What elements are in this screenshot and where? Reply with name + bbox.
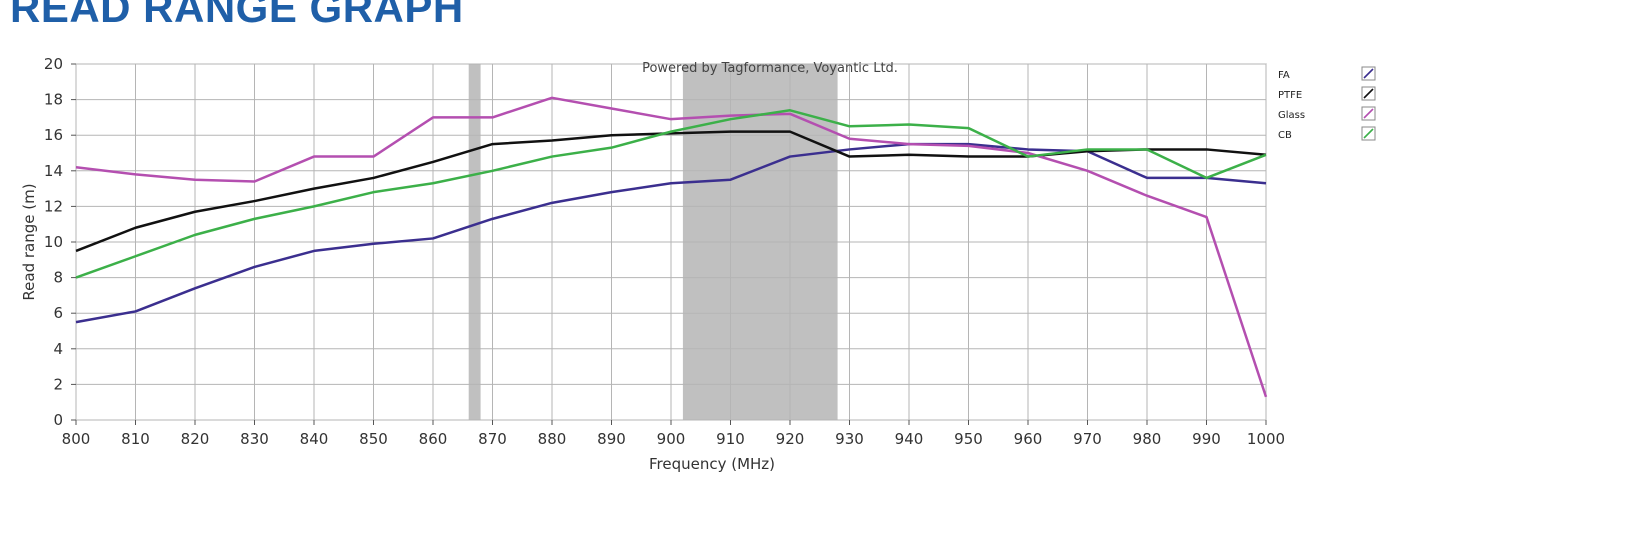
legend-label-fa: FA <box>1278 70 1290 81</box>
y-tick-label: 4 <box>53 340 63 358</box>
x-tick-label: 850 <box>359 430 388 448</box>
x-axis-label: Frequency (MHz) <box>649 455 775 473</box>
x-tick-label: 820 <box>181 430 210 448</box>
legend-swatch-cb[interactable] <box>1361 126 1376 141</box>
x-tick-label: 890 <box>597 430 626 448</box>
y-tick-label: 12 <box>44 197 63 215</box>
legend-swatch-ptfe[interactable] <box>1361 86 1376 101</box>
x-tick-label: 990 <box>1192 430 1221 448</box>
y-tick-label: 14 <box>44 162 63 180</box>
legend-label-cb: CB <box>1278 130 1292 141</box>
page-heading: READ RANGE GRAPH <box>10 0 464 31</box>
x-tick-label: 980 <box>1133 430 1162 448</box>
y-axis-label: Read range (m) <box>20 183 38 300</box>
x-tick-label: 940 <box>895 430 924 448</box>
legend-label-ptfe: PTFE <box>1278 90 1302 101</box>
x-tick-label: 870 <box>478 430 507 448</box>
x-tick-label: 830 <box>240 430 269 448</box>
x-tick-label: 960 <box>1014 430 1043 448</box>
y-tick-label: 0 <box>53 411 63 429</box>
y-tick-label: 18 <box>44 91 63 109</box>
legend-swatch-glass[interactable] <box>1361 106 1376 121</box>
x-tick-label: 800 <box>62 430 91 448</box>
y-tick-label: 8 <box>53 269 63 287</box>
legend-swatch-fa[interactable] <box>1361 66 1376 81</box>
legend-label-glass: Glass <box>1278 110 1305 121</box>
y-tick-label: 16 <box>44 126 63 144</box>
x-tick-label: 930 <box>835 430 864 448</box>
y-tick-label: 6 <box>53 304 63 322</box>
series-line-glass <box>75 96 1268 398</box>
x-tick-label: 840 <box>300 430 329 448</box>
x-tick-label: 910 <box>716 430 745 448</box>
y-tick-label: 10 <box>44 233 63 251</box>
y-tick-label: 2 <box>53 375 63 393</box>
series-line-cb <box>75 109 1267 279</box>
x-tick-label: 970 <box>1073 430 1102 448</box>
x-tick-label: 950 <box>954 430 983 448</box>
x-tick-label: 920 <box>776 430 805 448</box>
x-tick-label: 880 <box>538 430 567 448</box>
y-tick-label: 20 <box>44 55 63 73</box>
chart-credit: Powered by Tagformance, Voyantic Ltd. <box>642 61 898 76</box>
legend: FA PTFE Glass CB <box>1278 66 1376 141</box>
x-tick-label: 900 <box>657 430 686 448</box>
x-tick-label: 810 <box>121 430 150 448</box>
x-tick-label: 1000 <box>1247 430 1285 448</box>
x-tick-label: 860 <box>419 430 448 448</box>
